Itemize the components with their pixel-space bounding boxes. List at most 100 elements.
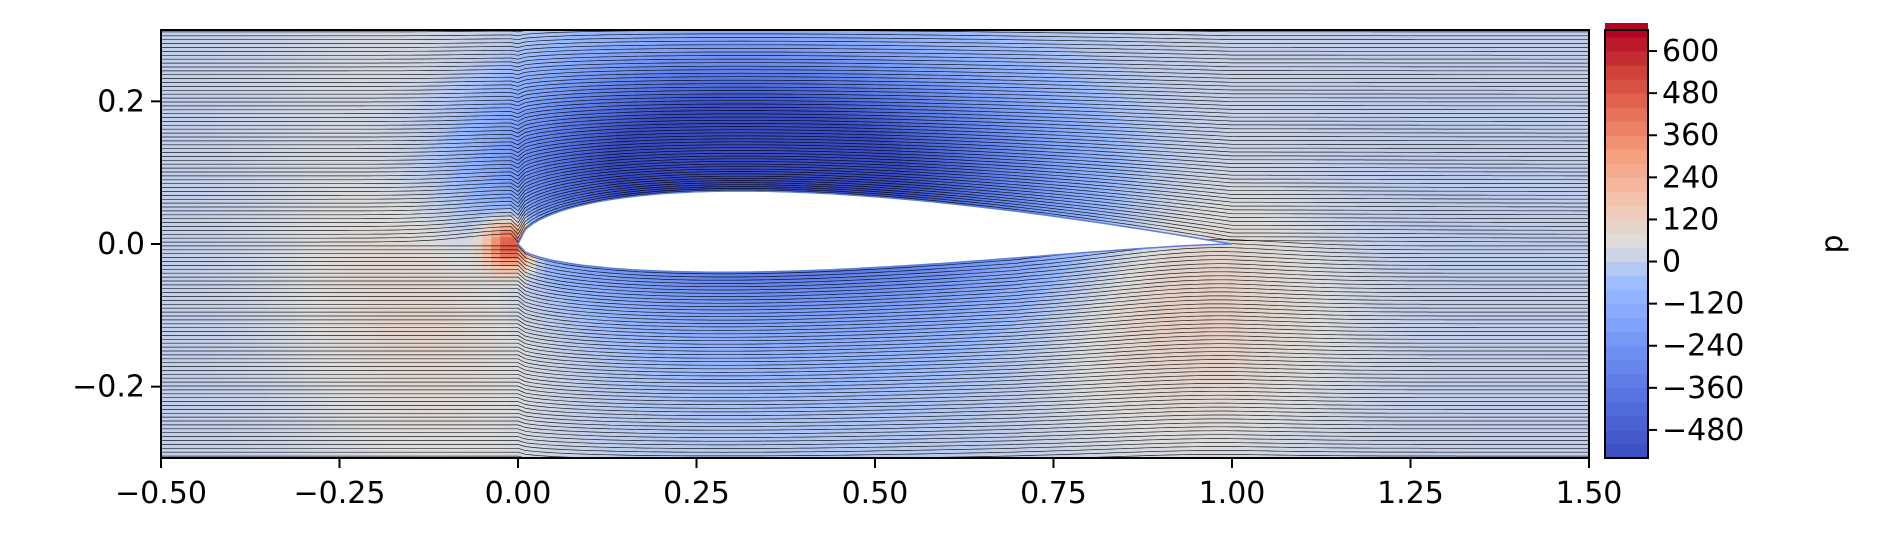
colorbar-level (1605, 401, 1648, 417)
colorbar-frame (1604, 29, 1649, 459)
streamline (161, 55, 1589, 64)
colorbar-tick-label: 0 (1662, 245, 1681, 280)
x-axis: −0.50 −0.25 0.00 0.25 0.50 0.75 1.00 1.25 1.50 (115, 458, 1622, 511)
colorbar-level (1605, 261, 1648, 277)
streamline (161, 359, 1589, 377)
streamline (161, 434, 1589, 446)
streamline (161, 279, 1589, 307)
streamline (161, 307, 1589, 331)
y-tick-label: 0.2 (97, 84, 145, 119)
streamline (161, 40, 1589, 48)
streamline (161, 182, 1589, 228)
streamline (161, 283, 1589, 311)
streamline (161, 126, 1589, 146)
colorbar-level (1605, 219, 1648, 234)
colorbar-level (1605, 37, 1648, 52)
colorbar-tick-label: −120 (1662, 287, 1744, 322)
streamline (161, 450, 1589, 458)
streamline (161, 315, 1589, 338)
colorbar-level (1605, 345, 1648, 361)
streamline (161, 263, 1589, 294)
streamline (161, 287, 1589, 314)
streamline (161, 319, 1589, 342)
streamline (161, 239, 1589, 275)
streamline (161, 178, 1589, 220)
colorbar-tick-label: −240 (1662, 329, 1744, 364)
airfoil-body (517, 190, 1233, 273)
colorbar-level (1605, 163, 1648, 178)
streamline (161, 323, 1589, 345)
streamline (161, 83, 1589, 95)
streamline (161, 418, 1589, 431)
streamline (161, 271, 1589, 301)
colorbar-level (1605, 373, 1648, 389)
streamline (161, 291, 1589, 318)
streamline (161, 188, 1589, 239)
colorbar-level (1605, 429, 1648, 445)
streamline (161, 406, 1589, 420)
streamline (161, 386, 1589, 402)
streamline (161, 351, 1589, 370)
streamline (161, 37, 1589, 44)
x-tick-label: 1.25 (1377, 476, 1444, 511)
streamline (161, 86, 1589, 99)
colorbar-tick-label: −480 (1662, 413, 1744, 448)
colorbar-level (1605, 177, 1648, 192)
streamline (161, 103, 1589, 118)
streamline (161, 438, 1589, 449)
streamline (161, 58, 1589, 68)
colorbar-level (1605, 303, 1648, 319)
streamline (161, 259, 1589, 291)
streamline (161, 152, 1589, 181)
streamline (161, 267, 1589, 297)
colorbar-level (1605, 135, 1648, 150)
colorbar-level (1605, 191, 1648, 206)
x-tick-label: 0.25 (663, 476, 730, 511)
streamline (161, 155, 1589, 185)
streamlines (161, 30, 1589, 458)
streamline (161, 96, 1589, 111)
streamline (161, 275, 1589, 304)
streamline (161, 30, 1589, 33)
colorbar-level (1605, 51, 1648, 66)
y-tick-label: −0.2 (72, 370, 145, 405)
streamline (161, 343, 1589, 363)
streamline (161, 375, 1589, 391)
streamline (161, 363, 1589, 380)
streamline (161, 184, 1589, 231)
colorbar-level (1605, 107, 1648, 122)
streamline (161, 295, 1589, 321)
colorbar-tick-label: 600 (1662, 34, 1719, 69)
streamline (161, 255, 1589, 288)
x-tick-label: 0.50 (842, 476, 909, 511)
streamline (161, 72, 1589, 83)
streamline (161, 180, 1589, 224)
colorbar-level (1605, 79, 1648, 94)
streamline (161, 383, 1589, 398)
x-tick-label: −0.50 (115, 476, 207, 511)
streamline (161, 303, 1589, 328)
streamline (161, 335, 1589, 356)
streamline (161, 410, 1589, 424)
colorbar-level (1605, 359, 1648, 375)
streamline (161, 69, 1589, 79)
streamline (161, 150, 1589, 177)
x-tick-label: 1.50 (1556, 476, 1623, 511)
streamline (161, 446, 1589, 457)
colorbar-tick-label: 480 (1662, 76, 1719, 111)
x-tick-label: 0.00 (485, 476, 552, 511)
colorbar-level (1605, 443, 1648, 459)
colorbar-level (1605, 149, 1648, 164)
colorbar-level (1605, 233, 1648, 249)
colorbar-label: p (1815, 234, 1850, 253)
streamline (161, 367, 1589, 384)
x-tick-label: −0.25 (294, 476, 386, 511)
streamline (161, 90, 1589, 103)
streamline (161, 398, 1589, 413)
streamline (161, 158, 1589, 189)
streamline (161, 189, 1589, 243)
streamline (161, 186, 1589, 235)
streamline (161, 119, 1589, 138)
streamline (161, 138, 1589, 161)
